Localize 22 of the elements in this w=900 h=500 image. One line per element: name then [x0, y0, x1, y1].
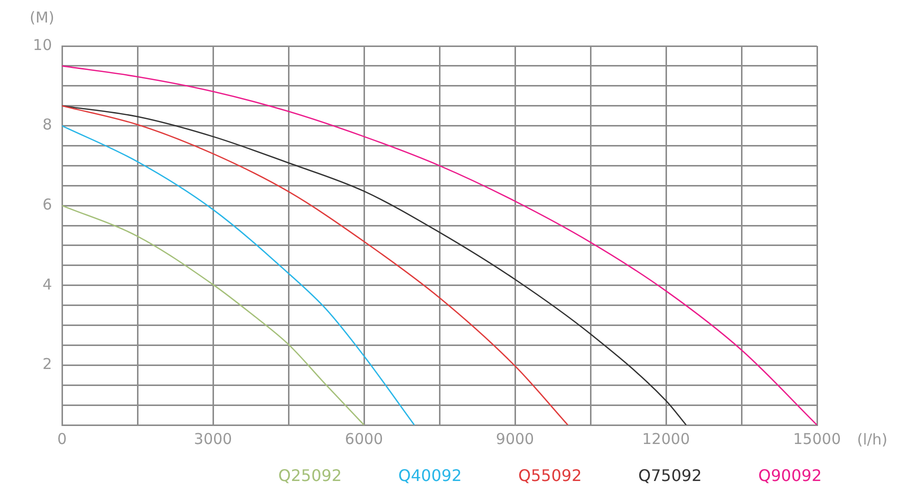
text: Q40092 — [398, 466, 462, 485]
x-tick-label: 9000 — [496, 430, 534, 448]
y-tick-label: 10 — [32, 36, 52, 54]
y-tick-label: 2 — [42, 355, 52, 374]
y-tick-label: 4 — [42, 275, 52, 294]
line-series — [62, 105, 568, 425]
x-tick-label: 15000 — [793, 430, 841, 448]
y-tick-label: 8 — [42, 116, 52, 134]
y-axis-title: (M) — [30, 8, 54, 26]
line-series — [62, 204, 365, 425]
text: Q25092 — [278, 466, 342, 485]
x-tick-label: 3000 — [194, 430, 232, 448]
text: Q90092 — [758, 466, 822, 485]
line-series — [62, 105, 687, 425]
x-tick-label: 12000 — [642, 430, 690, 448]
x-tick-label: 6000 — [344, 430, 384, 448]
y-tick-label: 6 — [42, 195, 52, 214]
x-axis-title: (l/h) — [857, 430, 888, 448]
text: Q75092 — [638, 466, 702, 485]
x-tick-label: 0 — [57, 430, 67, 448]
text: Q55092 — [518, 466, 582, 485]
line-series — [62, 125, 415, 425]
